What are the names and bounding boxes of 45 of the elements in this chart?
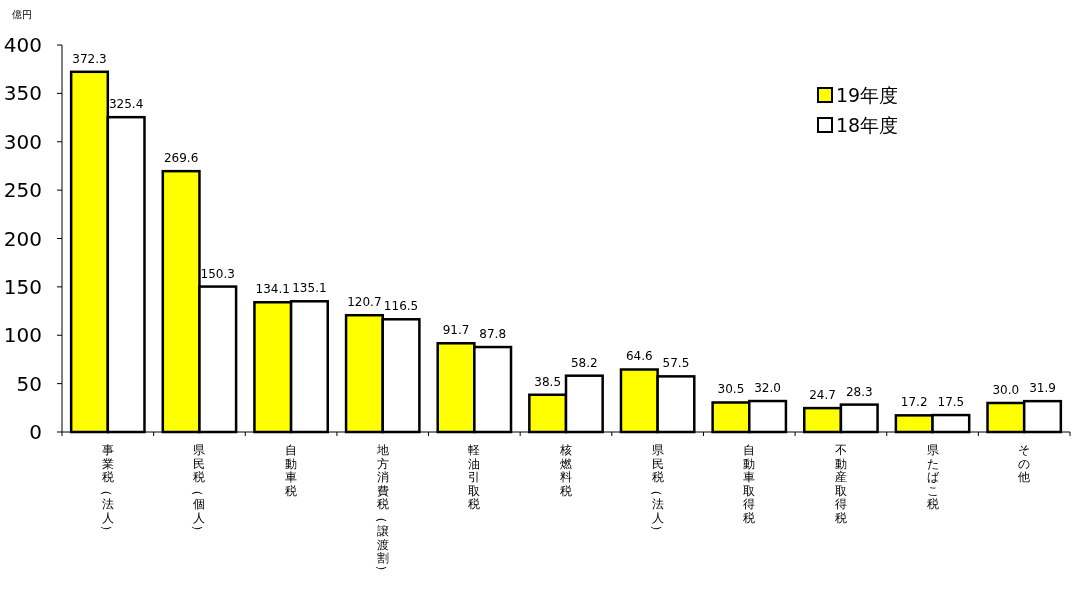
data-label: 28.3 xyxy=(845,384,873,399)
data-label: 134.1 xyxy=(255,282,290,297)
data-label: 24.7 xyxy=(809,388,836,403)
data-label: 30.5 xyxy=(717,382,745,397)
y-tick-label: 250 xyxy=(3,178,42,203)
data-label: 91.7 xyxy=(442,323,470,338)
x-tick-label: 事業税（法人） xyxy=(99,443,114,537)
data-label: 17.2 xyxy=(900,395,928,410)
y-tick-label: 200 xyxy=(3,226,42,251)
y-tick-label: 300 xyxy=(3,129,42,154)
x-tick-label: 核燃料税 xyxy=(560,443,572,498)
legend-label: 19年度 xyxy=(836,84,899,106)
x-tick-label: その他 xyxy=(1018,443,1031,484)
data-label: 64.6 xyxy=(625,349,653,364)
y-tick-label: 150 xyxy=(3,274,42,299)
data-label: 116.5 xyxy=(383,299,419,314)
y-tick-label: 400 xyxy=(3,33,42,57)
x-tick-label: 県たばこ税 xyxy=(926,443,939,511)
y-tick-label: 0 xyxy=(29,420,42,444)
data-label: 120.7 xyxy=(347,295,382,310)
data-label: 57.5 xyxy=(662,356,690,371)
data-label: 30.0 xyxy=(992,382,1020,397)
y-tick-label: 50 xyxy=(16,371,42,396)
y-tick-label: 100 xyxy=(3,323,42,348)
data-label: 32.0 xyxy=(754,381,781,396)
x-tick-label: 自動車税 xyxy=(285,443,298,498)
x-tick-label: 不動産取得税 xyxy=(834,443,847,525)
y-axis-title: 億円 xyxy=(12,9,32,20)
x-tick-label: 自動車取得税 xyxy=(743,443,756,525)
data-label: 150.3 xyxy=(200,266,235,281)
legend-label: 18年度 xyxy=(836,114,899,136)
data-label: 38.5 xyxy=(534,374,562,389)
x-tick-label: 県民税（個人） xyxy=(191,443,206,537)
data-label: 17.5 xyxy=(937,395,965,410)
data-label: 87.8 xyxy=(479,327,507,342)
data-label: 58.2 xyxy=(570,355,598,370)
data-label: 135.1 xyxy=(292,281,327,296)
data-label: 31.9 xyxy=(1029,381,1056,396)
x-tick-label: 軽油引取税 xyxy=(468,443,481,511)
data-label: 269.6 xyxy=(163,151,199,166)
data-label: 325.4 xyxy=(108,97,144,112)
y-tick-label: 350 xyxy=(3,81,42,106)
x-tick-label: 県民税（法人） xyxy=(649,443,664,537)
data-label: 372.3 xyxy=(72,51,107,66)
x-tick-label: 地方消費税（譲渡割） xyxy=(374,443,389,578)
